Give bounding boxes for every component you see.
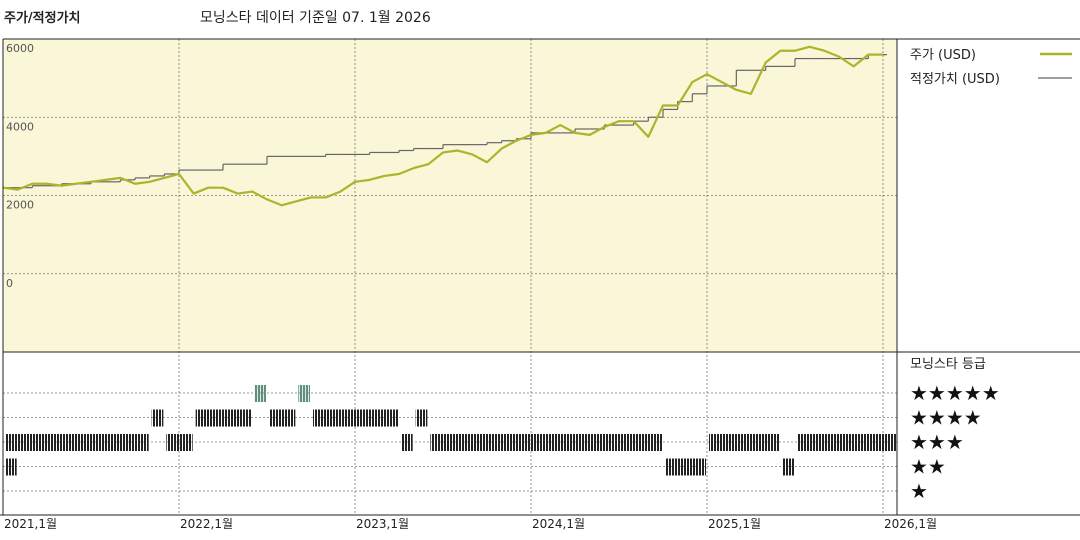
rating-bar (430, 434, 662, 451)
y-tick-label: 4000 (6, 120, 34, 133)
plot-background (3, 39, 897, 352)
rating-bar (151, 409, 164, 427)
rating-bar (797, 434, 897, 451)
y-tick-label: 0 (6, 277, 13, 290)
rating-bar (415, 409, 428, 427)
y-tick-label: 6000 (6, 42, 34, 55)
header-subtitle: 모닝스타 데이터 기준일 07. 1월 2026 (200, 10, 431, 26)
price-line (2, 45, 883, 207)
rating-bar (195, 409, 252, 427)
rating-bar (166, 434, 193, 451)
rating-label: ★★★★★ (910, 381, 1000, 405)
rating-bar (5, 434, 149, 451)
header-title: 주가/적정가치 (4, 10, 81, 26)
rating-label: ★ (910, 479, 928, 503)
x-tick-label: 2025,1월 (708, 517, 761, 531)
legend-label: 적정가치 (USD) (910, 72, 1000, 87)
rating-bar (782, 458, 794, 476)
legend-label: 주가 (USD) (910, 48, 976, 63)
rating-bar (269, 409, 296, 427)
x-tick-label: 2026,1월 (884, 517, 937, 531)
rating-bar (5, 458, 17, 476)
rating-label: ★★★ (910, 430, 964, 454)
rating-label: ★★★★ (910, 406, 982, 430)
rating-label: ★★ (910, 455, 946, 479)
rating-bar (401, 434, 413, 451)
x-tick-label: 2024,1월 (532, 517, 585, 531)
rating-title: 모닝스타 등급 (910, 357, 986, 372)
rating-bar (313, 409, 398, 427)
rating-bar (254, 385, 266, 402)
y-tick-label: 2000 (6, 199, 34, 212)
x-tick-label: 2021,1월 (4, 517, 57, 531)
x-tick-label: 2022,1월 (180, 517, 233, 531)
rating-bar (665, 458, 706, 476)
rating-bar (298, 385, 310, 402)
rating-bar (709, 434, 780, 451)
x-tick-label: 2023,1월 (356, 517, 409, 531)
